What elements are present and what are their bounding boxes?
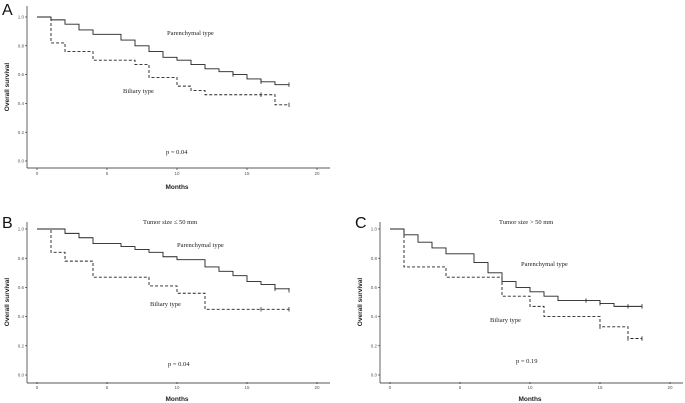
p-value: p = 0.19 xyxy=(516,358,538,365)
y-tick-label: 0.0 xyxy=(18,159,25,164)
legend-parenchymal: Parenchymal type xyxy=(521,261,568,268)
x-tick-label: 0 xyxy=(389,385,392,390)
y-tick-label: 1.0 xyxy=(18,15,25,20)
legend-parenchymal: Parenchymal type xyxy=(177,242,224,249)
x-tick-label: 15 xyxy=(597,385,603,390)
parenchymal-survival-curve xyxy=(37,228,290,291)
x-tick-label: 20 xyxy=(667,385,673,390)
y-tick-label: 0.8 xyxy=(371,256,378,261)
y-tick-label: 0.4 xyxy=(371,314,378,319)
legend-parenchymal: Parenchymal type xyxy=(167,30,214,37)
x-tick-label: 20 xyxy=(314,385,320,390)
y-axis: 0.0 0.2 0.4 0.6 0.8 1.0 xyxy=(371,222,381,383)
y-tick-label: 0.4 xyxy=(18,101,25,106)
x-tick-label: 15 xyxy=(244,385,250,390)
x-axis: 0 5 10 15 20 xyxy=(27,382,330,390)
y-tick-label: 0.8 xyxy=(18,256,25,261)
y-axis: 0.0 0.2 0.4 0.6 0.8 1.0 xyxy=(18,222,28,383)
curves xyxy=(37,16,290,108)
biliary-survival-curve xyxy=(37,16,289,106)
legend-biliary: Biliary type xyxy=(150,301,181,308)
parenchymal-survival-curve xyxy=(390,228,642,307)
y-tick-label: 0.2 xyxy=(18,130,25,135)
x-axis: 0 5 10 15 20 xyxy=(27,167,330,176)
y-tick-label: 0.8 xyxy=(18,43,25,48)
y-tick-label: 0.0 xyxy=(18,373,25,378)
x-tick-label: 15 xyxy=(244,171,250,176)
panel-b: B 0.0 0.2 0.4 0.6 0.8 1.0 0 5 10 15 20 Overall su… xyxy=(2,215,330,403)
x-tick-label: 10 xyxy=(174,171,180,176)
x-tick-label: 5 xyxy=(106,385,109,390)
x-tick-label: 10 xyxy=(527,385,533,390)
x-axis: 0 5 10 15 20 xyxy=(380,382,683,390)
y-tick-label: 0.0 xyxy=(371,373,378,378)
y-tick-label: 1.0 xyxy=(18,227,25,232)
y-tick-label: 0.2 xyxy=(371,343,378,348)
y-axis-title: Overall survival xyxy=(357,278,364,327)
y-tick-label: 0.6 xyxy=(18,72,25,77)
x-tick-label: 10 xyxy=(174,385,180,390)
subtitle: Tumor size ≤ 50 mm xyxy=(143,219,197,226)
x-tick-label: 5 xyxy=(106,171,109,176)
x-tick-label: 20 xyxy=(314,171,320,176)
biliary-survival-curve xyxy=(390,228,642,339)
subtitle: Tumor size > 50 mm xyxy=(499,219,553,226)
panel-letter: B xyxy=(2,215,13,232)
biliary-survival-curve xyxy=(37,228,289,310)
p-value: p = 0.04 xyxy=(168,361,190,368)
p-value: p = 0.04 xyxy=(166,149,188,156)
y-tick-label: 0.6 xyxy=(18,285,25,290)
panel-c: C 0.0 0.2 0.4 0.6 0.8 1.0 0 5 10 15 20 Overall su… xyxy=(355,215,683,403)
legend-biliary: Biliary type xyxy=(123,88,154,95)
x-tick-label: 5 xyxy=(459,385,462,390)
x-axis-title: Months xyxy=(165,396,188,403)
x-tick-label: 0 xyxy=(36,171,39,176)
y-tick-label: 1.0 xyxy=(371,227,378,232)
legend-biliary: Biliary type xyxy=(490,317,521,324)
y-axis-title: Overall survival xyxy=(4,278,11,327)
panel-letter: C xyxy=(355,215,367,232)
y-axis-title: Overall survival xyxy=(4,63,11,112)
curves xyxy=(37,228,290,312)
x-axis-title: Months xyxy=(165,184,188,191)
x-tick-label: 0 xyxy=(36,385,39,390)
curves xyxy=(390,228,643,341)
parenchymal-survival-curve xyxy=(37,16,289,86)
y-axis: 0.0 0.2 0.4 0.6 0.8 1.0 xyxy=(18,6,28,168)
y-tick-label: 0.6 xyxy=(371,285,378,290)
x-axis-title: Months xyxy=(518,396,541,403)
panel-a: A 0.0 0.2 0.4 0.6 0.8 1.0 0 5 10 15 20 Overall su… xyxy=(2,2,330,191)
y-tick-label: 0.2 xyxy=(18,343,25,348)
panel-letter: A xyxy=(2,2,13,19)
y-tick-label: 0.4 xyxy=(18,314,25,319)
